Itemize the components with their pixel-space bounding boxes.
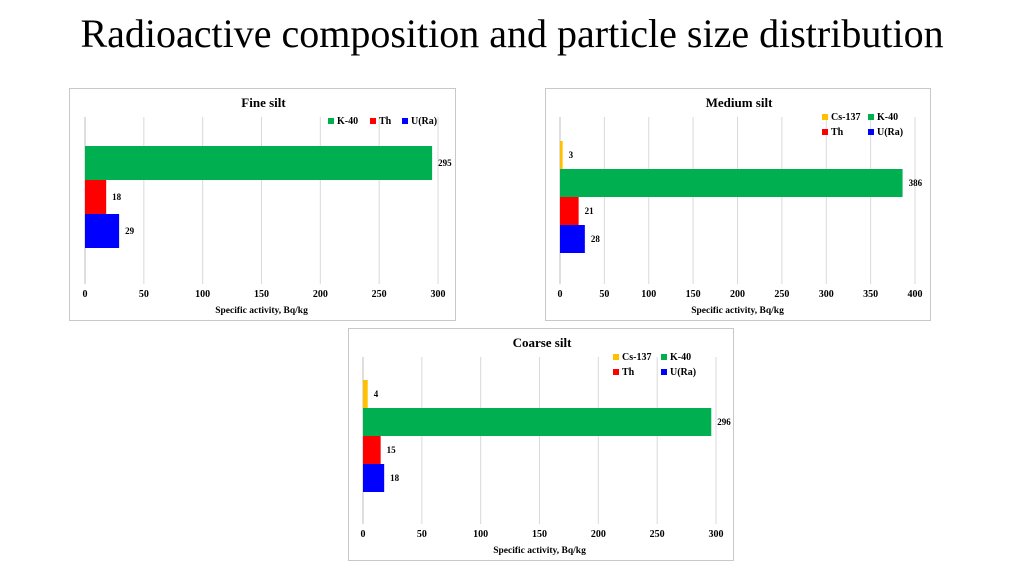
legend-swatch-k-40 — [328, 118, 334, 124]
x-axis-label: Specific activity, Bq/kg — [493, 546, 586, 556]
data-label-k-40: 386 — [909, 178, 923, 188]
x-tick-label: 50 — [417, 529, 427, 540]
x-tick-label: 300 — [431, 289, 446, 300]
x-axis-label: Specific activity, Bq/kg — [691, 306, 784, 316]
data-label-th: 18 — [112, 192, 122, 202]
legend-label-k-40: K-40 — [877, 112, 898, 123]
legend-label-th: Th — [379, 116, 392, 127]
legend-swatch-cs-137 — [613, 354, 619, 360]
chart-fine-silt: Fine silt 0 50 100 150 200 250 300 Specific acti… — [69, 88, 456, 321]
legend-label-cs-137: Cs-137 — [831, 112, 860, 123]
x-tick-label: 100 — [195, 289, 210, 300]
x-tick-label: 0 — [361, 529, 366, 540]
x-tick-label: 300 — [819, 289, 834, 300]
chart-svg: Fine silt 0 50 100 150 200 250 300 Specific acti… — [83, 95, 453, 316]
bar-k-40 — [85, 146, 433, 180]
bar-u-ra — [560, 225, 585, 253]
bar-k-40 — [363, 408, 712, 436]
bar-cs-137 — [560, 141, 563, 169]
data-label-cs-137: 3 — [569, 150, 574, 160]
bar-u-ra — [85, 214, 120, 248]
chart-svg: Coarse silt 0 50 100 150 200 250 300 Specific ac… — [361, 335, 732, 556]
x-tick-label: 150 — [532, 529, 547, 540]
x-tick-label: 0 — [83, 289, 88, 300]
x-tick-label: 400 — [908, 289, 923, 300]
legend-swatch-u-ra — [868, 129, 874, 135]
legend-label-u-ra: U(Ra) — [877, 127, 903, 138]
legend-swatch-th — [822, 129, 828, 135]
x-tick-label: 150 — [686, 289, 701, 300]
legend-label-u-ra: U(Ra) — [670, 367, 696, 378]
x-tick-label: 100 — [641, 289, 656, 300]
legend-swatch-th — [613, 369, 619, 375]
x-tick-label: 250 — [650, 529, 665, 540]
bar-th — [85, 180, 107, 214]
chart-title: Fine silt — [241, 95, 286, 110]
bar-th — [363, 436, 381, 464]
bar-th — [560, 197, 579, 225]
x-tick-label: 250 — [372, 289, 387, 300]
legend-swatch-k-40 — [661, 354, 667, 360]
data-label-k-40: 296 — [717, 417, 731, 427]
chart-svg: Medium silt 0 50 100 150 200 250 300 350 400 Speci… — [558, 95, 923, 316]
legend-label-k-40: K-40 — [337, 116, 358, 127]
legend-label-cs-137: Cs-137 — [622, 352, 651, 363]
data-label-u-ra: 28 — [591, 234, 601, 244]
bar-u-ra — [363, 464, 385, 492]
data-label-u-ra: 29 — [125, 226, 135, 236]
x-tick-label: 0 — [558, 289, 563, 300]
legend-label-u-ra: U(Ra) — [411, 116, 437, 127]
x-tick-label: 200 — [313, 289, 328, 300]
bar-k-40 — [560, 169, 903, 197]
data-label-u-ra: 18 — [390, 473, 400, 483]
x-tick-label: 100 — [473, 529, 488, 540]
data-label-k-40: 295 — [438, 158, 452, 168]
legend-label-th: Th — [831, 127, 844, 138]
legend-swatch-u-ra — [661, 369, 667, 375]
x-tick-label: 200 — [730, 289, 745, 300]
chart-title: Coarse silt — [513, 335, 573, 350]
data-label-cs-137: 4 — [374, 389, 379, 399]
data-label-th: 15 — [387, 445, 397, 455]
slide-title: Radioactive composition and particle siz… — [80, 11, 944, 56]
x-tick-label: 50 — [139, 289, 149, 300]
x-axis-label: Specific activity, Bq/kg — [215, 306, 308, 316]
legend-label-th: Th — [622, 367, 635, 378]
x-tick-label: 250 — [774, 289, 789, 300]
x-tick-label: 350 — [863, 289, 878, 300]
legend-swatch-k-40 — [868, 114, 874, 120]
chart-coarse-silt: Coarse silt 0 50 100 150 200 250 300 Specific ac… — [348, 328, 734, 561]
legend-swatch-u-ra — [402, 118, 408, 124]
legend-swatch-th — [370, 118, 376, 124]
chart-title: Medium silt — [706, 95, 773, 110]
legend-label-k-40: K-40 — [670, 352, 691, 363]
x-tick-label: 200 — [591, 529, 606, 540]
legend-swatch-cs-137 — [822, 114, 828, 120]
data-label-th: 21 — [585, 206, 595, 216]
bar-cs-137 — [363, 380, 368, 408]
chart-medium-silt: Medium silt 0 50 100 150 200 250 300 350 400 Speci… — [545, 88, 931, 321]
x-tick-label: 300 — [709, 529, 724, 540]
x-tick-label: 50 — [599, 289, 609, 300]
x-tick-label: 150 — [254, 289, 269, 300]
